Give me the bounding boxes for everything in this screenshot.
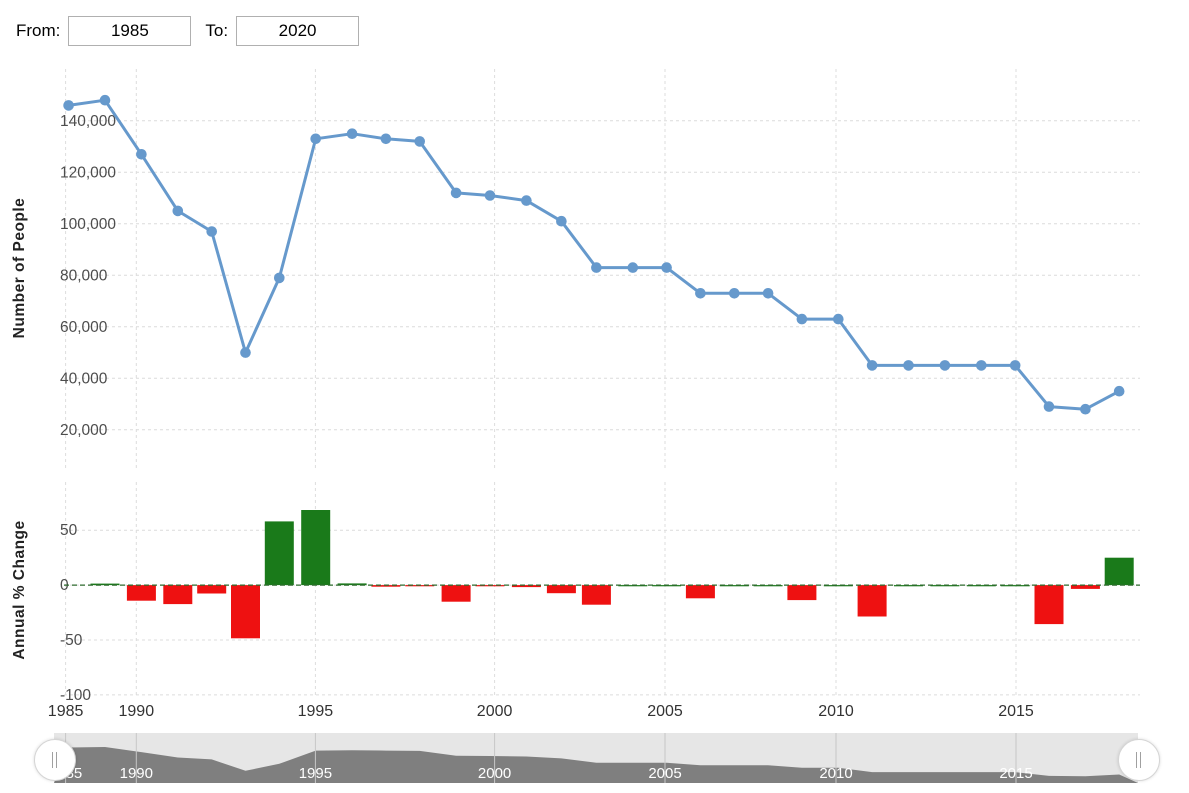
svg-text:80,000: 80,000: [60, 267, 108, 284]
svg-text:2015: 2015: [999, 765, 1032, 782]
svg-text:120,000: 120,000: [60, 164, 116, 181]
svg-text:1990: 1990: [119, 703, 155, 720]
svg-text:40,000: 40,000: [60, 370, 108, 387]
svg-text:2000: 2000: [478, 765, 511, 782]
svg-text:1995: 1995: [299, 765, 332, 782]
svg-text:2010: 2010: [818, 703, 854, 720]
svg-text:1985: 1985: [48, 703, 84, 720]
svg-text:2010: 2010: [819, 765, 852, 782]
svg-text:50: 50: [60, 522, 78, 539]
svg-text:1995: 1995: [298, 703, 334, 720]
svg-text:2015: 2015: [998, 703, 1034, 720]
svg-text:2000: 2000: [477, 703, 513, 720]
svg-text:140,000: 140,000: [60, 113, 116, 130]
svg-text:2005: 2005: [648, 765, 681, 782]
svg-text:2005: 2005: [647, 703, 683, 720]
svg-text:60,000: 60,000: [60, 319, 108, 336]
svg-text:100,000: 100,000: [60, 216, 116, 233]
svg-text:1990: 1990: [120, 765, 153, 782]
svg-text:-100: -100: [60, 687, 91, 704]
svg-text:-50: -50: [60, 632, 83, 649]
svg-text:20,000: 20,000: [60, 422, 108, 439]
